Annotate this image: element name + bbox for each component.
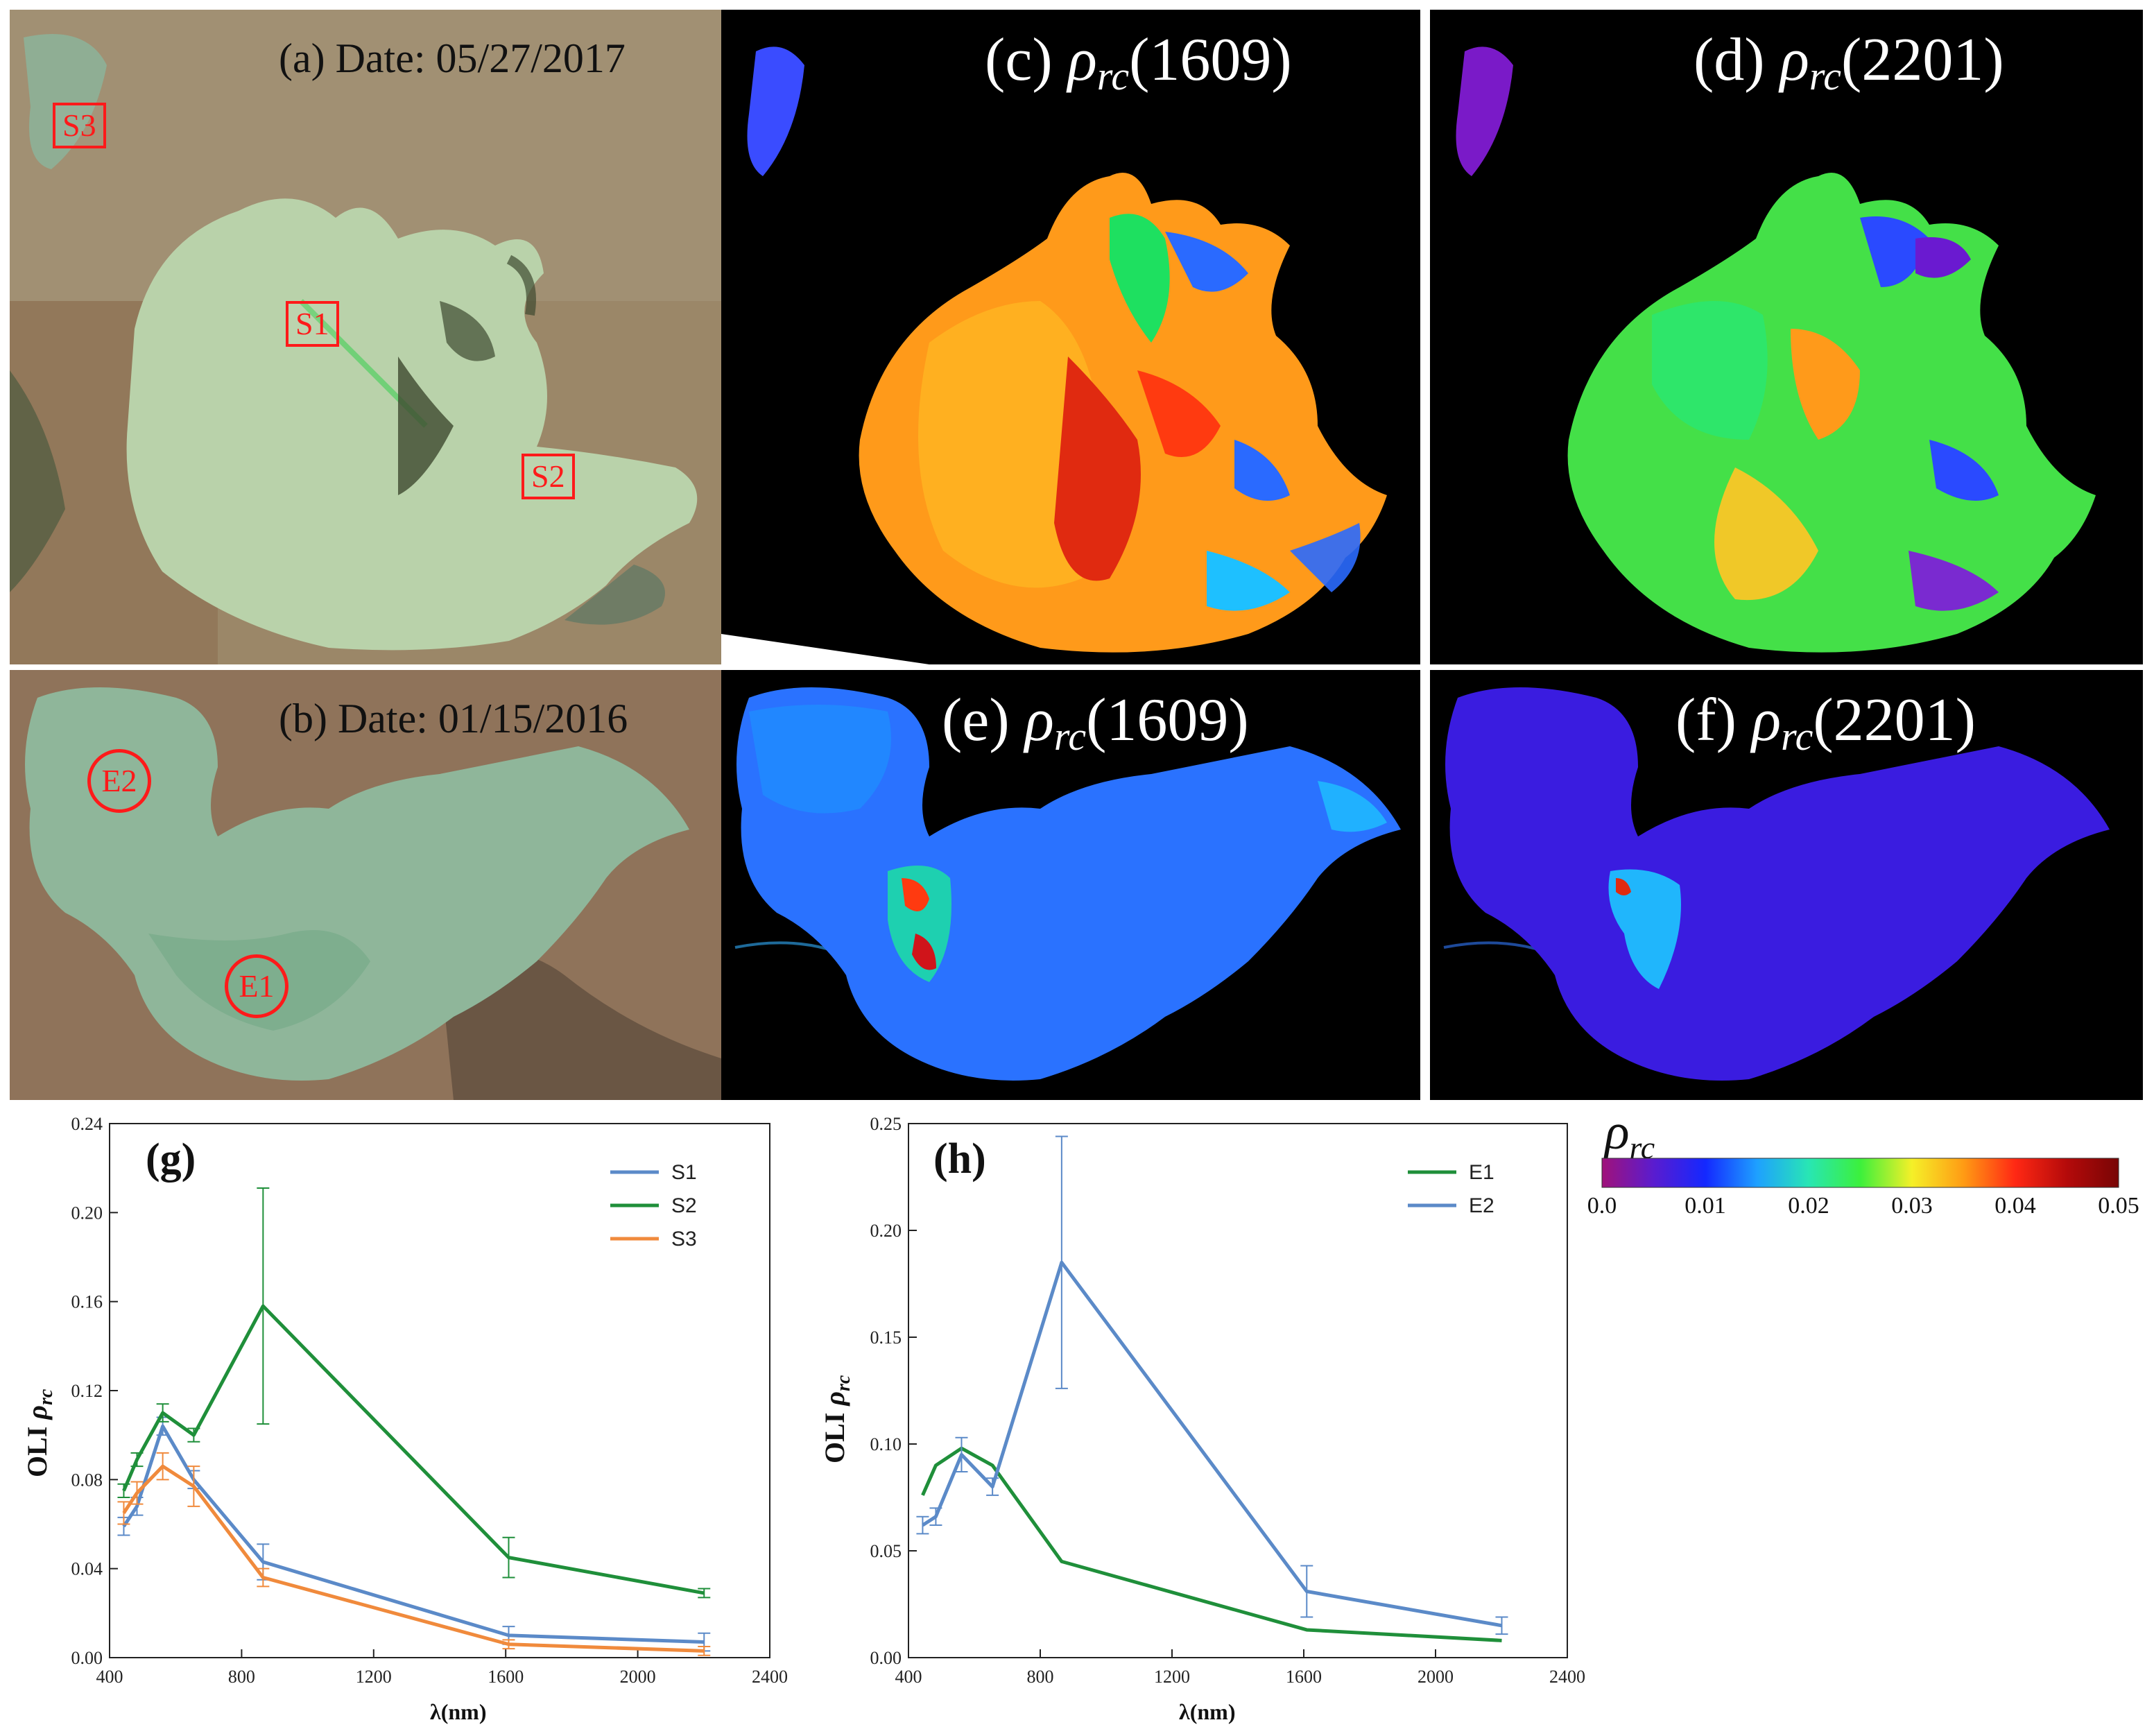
y-tick-label: 0.05 (870, 1541, 902, 1561)
chart-h-xlabel: λ(nm) (1179, 1699, 1236, 1724)
x-tick-label: 2400 (752, 1667, 788, 1687)
colorbar-bar (1601, 1158, 2119, 1188)
x-tick-label: 2000 (620, 1667, 656, 1687)
chart-g-plot: 400 800 1200 1600 2000 2400 0.00 0.04 0.08 0.12 0.… (71, 1114, 789, 1687)
legend-label-e2: E2 (1469, 1194, 1494, 1217)
y-tick-label: 0.12 (71, 1381, 103, 1401)
y-tick-label: 0.25 (870, 1114, 902, 1134)
panel-c-label: (c) ρrc(1609) (985, 26, 1292, 98)
colorbar-tick: 0.03 (1891, 1193, 1933, 1219)
chart-h: 400 800 1200 1600 2000 2400 0.00 0.05 0.10 0.15 0.… (804, 1110, 1609, 1733)
site-marker-e1: E1 (225, 954, 288, 1018)
chart-g-tag: (g) (146, 1135, 196, 1183)
chart-g-ylabel: OLI ρrc (21, 1389, 57, 1477)
panel-d-label: (d) ρrc(2201) (1694, 26, 2004, 98)
x-tick-label: 2000 (1418, 1667, 1454, 1687)
panel-e-rho-1609-jan: (e) ρrc(1609) (721, 670, 1420, 1100)
site-marker-s1: S1 (286, 301, 339, 347)
series-line-s2 (122, 1304, 705, 1595)
y-tick-label: 0.16 (71, 1292, 103, 1312)
colorbar-gradient (1601, 1158, 2119, 1188)
legend-label-e1: E1 (1469, 1161, 1494, 1184)
x-tick-label: 1200 (356, 1667, 392, 1687)
panel-e-map (721, 670, 1420, 1100)
legend-label-s3: S3 (671, 1228, 697, 1251)
panel-f-map (1430, 670, 2143, 1100)
site-marker-s3: S3 (53, 103, 106, 148)
chart-g: 400 800 1200 1600 2000 2400 0.00 0.04 0.08 0.12 0.… (0, 1110, 804, 1733)
site-marker-e2: E2 (87, 749, 151, 813)
chart-h-ylabel: OLI ρrc (819, 1375, 854, 1463)
panel-f-label: (f) ρrc(2201) (1675, 687, 1976, 759)
y-tick-label: 0.08 (71, 1470, 103, 1490)
panel-c-map (721, 10, 1420, 664)
chart-h-plot: 400 800 1200 1600 2000 2400 0.00 0.05 0.10 0.15 0.… (870, 1114, 1586, 1687)
y-tick-label: 0.10 (870, 1434, 902, 1454)
series-line-s3 (122, 1464, 705, 1653)
x-tick-label: 400 (895, 1667, 922, 1687)
x-tick-label: 800 (228, 1667, 255, 1687)
panel-b-true-color-image: (b) Date: 01/15/2016 E2 E1 (10, 670, 721, 1100)
plot-frame (908, 1123, 1568, 1658)
colorbar-tick: 0.04 (1994, 1193, 2036, 1219)
chart-h-tag: (h) (933, 1135, 986, 1183)
colorbar-tick: 0.02 (1788, 1193, 1829, 1219)
x-tick-label: 1600 (488, 1667, 524, 1687)
panel-a-scene (10, 10, 721, 664)
panel-a-true-color-image: (a) Date: 05/27/2017 S3 S1 S2 (10, 10, 721, 664)
legend-label-s1: S1 (671, 1161, 697, 1184)
site-marker-s2: S2 (522, 454, 575, 499)
panel-d-rho-2201-may: (d) ρrc(2201) (1430, 10, 2143, 664)
y-tick-label: 0.20 (71, 1203, 103, 1223)
panel-d-map (1430, 10, 2143, 664)
panel-b-scene (10, 670, 721, 1100)
y-tick-label: 0.15 (870, 1327, 902, 1348)
colorbar-tick: 0.05 (2098, 1193, 2139, 1219)
chart-g-xlabel: λ(nm) (430, 1699, 487, 1724)
panel-b-label: (b) Date: 01/15/2016 (279, 696, 628, 741)
panel-c-rho-1609-may: (c) ρrc(1609) (721, 10, 1420, 664)
x-tick-label: 800 (1027, 1667, 1054, 1687)
series-line-e2 (922, 1260, 1502, 1628)
x-tick-label: 400 (96, 1667, 123, 1687)
panel-f-rho-2201-jan: (f) ρrc(2201) (1430, 670, 2143, 1100)
panel-a-label: (a) Date: 05/27/2017 (279, 35, 626, 81)
x-tick-label: 2400 (1549, 1667, 1585, 1687)
y-tick-label: 0.04 (71, 1559, 103, 1579)
legend-label-s2: S2 (671, 1194, 697, 1217)
x-tick-label: 1600 (1286, 1667, 1322, 1687)
x-tick-label: 1200 (1154, 1667, 1190, 1687)
y-tick-label: 0.20 (870, 1221, 902, 1241)
panel-e-label: (e) ρrc(1609) (942, 687, 1249, 759)
series-line-e1 (921, 1446, 1502, 1642)
colorbar-tick: 0.0 (1587, 1193, 1617, 1219)
colorbar: ρrc 0.0 0.01 0.02 0.03 0.04 0.05 (1581, 1103, 2139, 1241)
y-tick-label: 0.00 (870, 1648, 902, 1668)
y-tick-label: 0.24 (71, 1114, 103, 1134)
y-tick-label: 0.00 (71, 1648, 103, 1668)
colorbar-tick: 0.01 (1685, 1193, 1726, 1219)
